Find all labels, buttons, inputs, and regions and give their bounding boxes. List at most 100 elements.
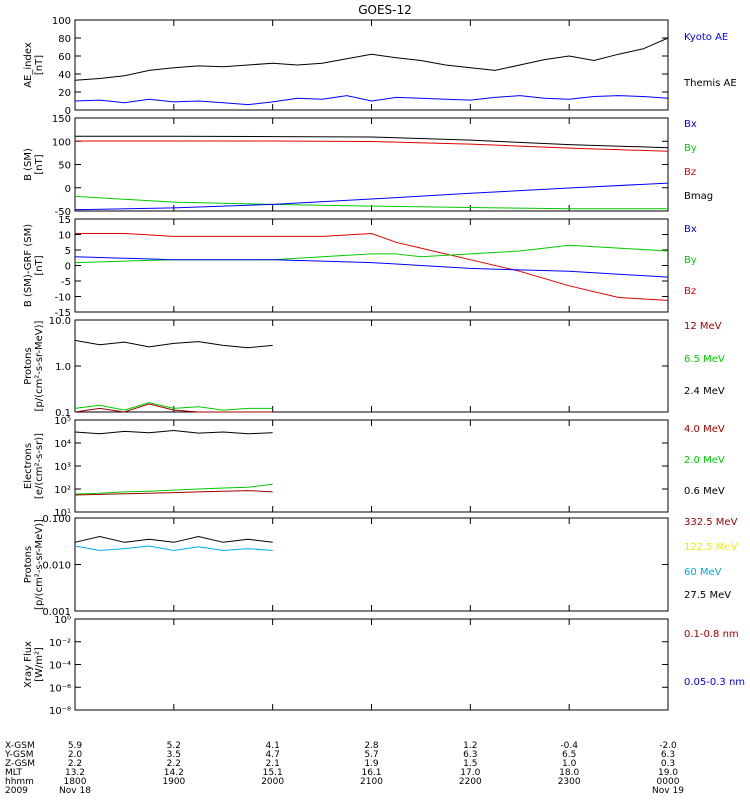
legend-item: Bz bbox=[684, 286, 696, 297]
y-axis-label: B (SM) bbox=[23, 148, 34, 181]
x-table-cell: 1.0 bbox=[562, 759, 577, 769]
y-axis-label: [W/m²] bbox=[34, 647, 45, 682]
x-table-cell: 5.9 bbox=[68, 741, 83, 751]
x-table-cell: 6.5 bbox=[562, 750, 576, 760]
series-12-mev bbox=[74, 403, 273, 413]
x-table-cell: 2100 bbox=[360, 777, 383, 787]
x-table-cell: 19.0 bbox=[658, 768, 678, 778]
y-tick-label: 10 bbox=[58, 231, 71, 242]
legend-item: 332.5 MeV bbox=[684, 517, 738, 528]
panel-3: -15 -10 -5 0 5 10 15 B (SM)-GRF (SM) [nT] Bx By Bz bbox=[23, 215, 697, 319]
y-tick-label: 10⁻⁶ bbox=[49, 683, 71, 694]
y-tick-label: 0 bbox=[65, 262, 71, 273]
y-tick-label: 10⁴ bbox=[54, 439, 71, 450]
y-tick-label: 0 bbox=[65, 106, 71, 117]
x-table-cell: 2.8 bbox=[364, 741, 379, 751]
x-table-cell: 2.2 bbox=[68, 759, 82, 769]
x-table-cell: 2000 bbox=[261, 777, 284, 787]
y-tick-label: 10⁵ bbox=[54, 416, 71, 427]
y-tick-label: -10 bbox=[55, 293, 71, 304]
y-axis-label: Xray Flux bbox=[23, 641, 34, 688]
x-table-cell: 2300 bbox=[558, 777, 581, 787]
x-table-cell: Nov 19 bbox=[652, 786, 684, 796]
legend-item: Bz bbox=[684, 167, 696, 178]
x-table-cell: 16.1 bbox=[361, 768, 381, 778]
x-table-cell: 17.0 bbox=[460, 768, 480, 778]
legend-item: 4.0 MeV bbox=[684, 424, 725, 435]
plot-frame bbox=[74, 319, 669, 413]
legend-item: 12 MeV bbox=[684, 321, 722, 332]
x-table-cell: 1.2 bbox=[463, 741, 477, 751]
legend-item: 2.4 MeV bbox=[684, 386, 725, 397]
series-6-5-mev bbox=[74, 402, 273, 411]
y-tick-label: 80 bbox=[58, 34, 71, 45]
y-tick-label: 10.0 bbox=[49, 316, 71, 327]
y-tick-label: 0.100 bbox=[42, 514, 71, 525]
y-tick-label: 1.0 bbox=[55, 362, 71, 373]
series-0-6-mev bbox=[74, 429, 273, 435]
legend-item: 0.05-0.3 nm bbox=[684, 677, 745, 688]
series-2-0-mev bbox=[74, 483, 273, 495]
x-table-cell: 0.3 bbox=[661, 759, 675, 769]
x-table-cell: 15.1 bbox=[263, 768, 283, 778]
legend-item: 6.5 MeV bbox=[684, 354, 725, 365]
x-table-cell: 5.7 bbox=[364, 750, 378, 760]
x-table-cell: 13.2 bbox=[65, 768, 85, 778]
series-bz bbox=[75, 232, 669, 301]
y-tick-label: 50 bbox=[58, 161, 71, 172]
y-tick-label: 5 bbox=[65, 246, 71, 257]
x-table-row-label: 2009 bbox=[5, 786, 28, 796]
series-by bbox=[74, 195, 668, 210]
x-table-cell: 14.2 bbox=[164, 768, 184, 778]
series-kyoto-ae bbox=[74, 95, 669, 106]
y-axis-label: AE_index bbox=[23, 42, 34, 88]
y-tick-label: 100 bbox=[52, 16, 71, 27]
x-table-cell: Nov 18 bbox=[59, 786, 91, 796]
y-tick-label: 0.1 bbox=[55, 408, 71, 419]
y-tick-label: 10⁻⁴ bbox=[49, 661, 71, 672]
y-axis-label: [p/(cm²-s-sr-MeV)] bbox=[34, 519, 45, 610]
legend-item: Bx bbox=[684, 224, 697, 235]
plot-frame bbox=[74, 517, 669, 612]
series-60-mev bbox=[74, 545, 273, 552]
series-27-5-mev bbox=[74, 535, 273, 543]
x-table-cell: -0.4 bbox=[560, 741, 578, 751]
x-table-row-label: Z-GSM bbox=[5, 759, 35, 769]
panel-7: 10⁻⁸ 10⁻⁶ 10⁻⁴ 10⁻² 10⁰ Xray Flux [W/m²] 0.1-0.… bbox=[23, 615, 745, 717]
y-axis-label: Protons bbox=[23, 546, 34, 583]
y-tick-label: 20 bbox=[58, 88, 71, 99]
legend-item: 27.5 MeV bbox=[684, 590, 731, 601]
x-table-cell: 2.2 bbox=[167, 759, 181, 769]
x-table-cell: 1.5 bbox=[463, 759, 477, 769]
x-table-cell: 1800 bbox=[64, 777, 87, 787]
x-table-cell: -2.0 bbox=[659, 741, 677, 751]
y-axis-label: [e/(cm²-s-sr)] bbox=[34, 433, 45, 499]
y-axis-label: [nT] bbox=[34, 55, 45, 75]
panel-5: 10¹ 10² 10³ 10⁴ 10⁵ Electrons [e/(cm²-s-sr)] 4.… bbox=[23, 416, 725, 519]
x-table-cell: 18.0 bbox=[559, 768, 579, 778]
y-axis-label: [nT] bbox=[34, 154, 45, 174]
legend-item: 122.5 MeV bbox=[684, 542, 738, 553]
series-4-0-mev bbox=[74, 490, 273, 496]
x-table-cell: 1900 bbox=[162, 777, 185, 787]
panel-6: 0.001 0.010 0.100 Protons [p/(cm²-s-sr-MeV)]… bbox=[23, 514, 738, 618]
legend-item: Bmag bbox=[684, 191, 713, 202]
x-table-cell: 6.3 bbox=[661, 750, 675, 760]
y-axis-label: [p/(cm²-s-sr-MeV)] bbox=[34, 320, 45, 411]
plot-frame bbox=[74, 419, 669, 513]
panel-1: 0 20 40 60 80 100 AE_index [nT] Kyoto AE Themis A… bbox=[23, 16, 737, 117]
y-tick-label: -15 bbox=[55, 308, 71, 319]
y-axis-label: B (SM)-GRF (SM) bbox=[23, 224, 34, 307]
legend-item: 60 MeV bbox=[684, 567, 722, 578]
y-tick-label: 40 bbox=[58, 70, 71, 81]
plot-frame bbox=[74, 218, 669, 313]
figure-title: GOES-12 bbox=[358, 3, 412, 17]
legend-item: Kyoto AE bbox=[684, 32, 728, 43]
x-table-row-label: Y-GSM bbox=[4, 750, 33, 760]
series-by bbox=[74, 244, 669, 264]
y-axis-label: Electrons bbox=[23, 443, 34, 489]
y-axis-label: Protons bbox=[23, 347, 34, 384]
series-bz bbox=[75, 140, 669, 152]
